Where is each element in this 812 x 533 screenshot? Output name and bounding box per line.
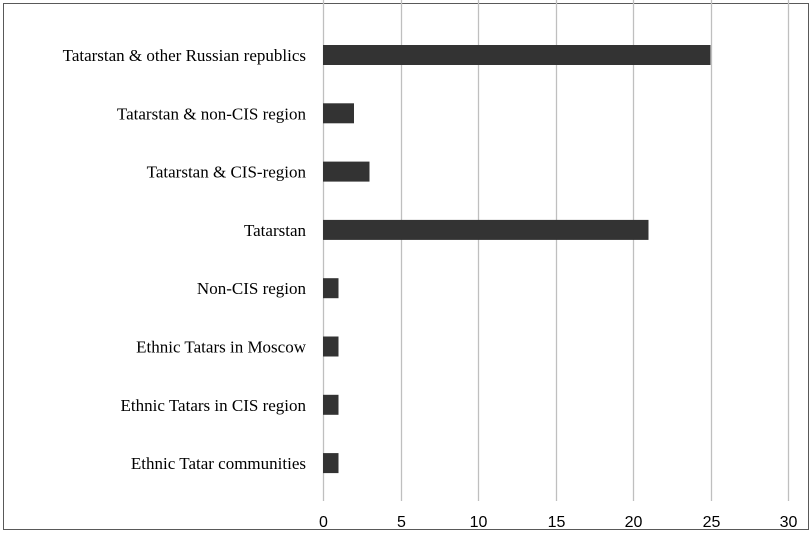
bar [323, 161, 370, 182]
bar [323, 453, 339, 474]
category-label: Tatarstan [244, 221, 307, 240]
grid-layer [322, 0, 790, 501]
x-tick-label: 0 [319, 514, 328, 531]
bar [323, 45, 711, 65]
bar [323, 336, 339, 357]
x-tick-label: 20 [625, 514, 643, 531]
x-tick-labels: 0 5 10 15 20 25 30 [319, 514, 797, 531]
category-labels: Tatarstan & other Russian republics Tatar… [63, 46, 307, 473]
chart-frame [3, 3, 809, 530]
bar [323, 103, 354, 124]
category-label: Tatarstan & non-CIS region [117, 104, 307, 123]
bar [323, 394, 339, 415]
x-tick-label: 30 [780, 514, 798, 531]
x-tick-label: 10 [470, 514, 488, 531]
x-tick-label: 5 [397, 514, 406, 531]
category-label: Tatarstan & CIS-region [147, 163, 307, 182]
bar [323, 278, 339, 299]
bar-layer [323, 45, 711, 474]
category-label: Ethnic Tatars in CIS region [121, 396, 307, 415]
x-tick-label: 15 [548, 514, 566, 531]
category-label: Ethnic Tatar communities [131, 454, 306, 473]
category-label: Tatarstan & other Russian republics [63, 46, 306, 65]
category-label: Non-CIS region [197, 279, 307, 298]
category-label: Ethnic Tatars in Moscow [136, 338, 307, 357]
x-tick-label: 25 [703, 514, 721, 531]
bar [323, 219, 649, 240]
